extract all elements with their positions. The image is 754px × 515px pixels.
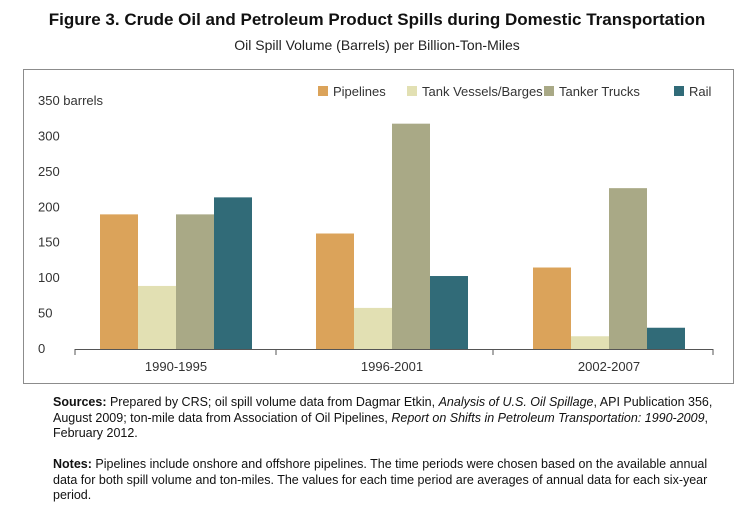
legend-swatch-tanker-trucks: [544, 86, 554, 96]
sources-text-3: , February 2012.: [53, 410, 709, 441]
notes-text: Pipelines include onshore and offshore p…: [53, 457, 708, 502]
y-tick-label: 200: [38, 199, 60, 214]
chart-title: Figure 3. Crude Oil and Petroleum Produc…: [48, 10, 706, 29]
notes-label: Notes:: [53, 457, 92, 471]
legend-swatch-rail: [674, 86, 684, 96]
x-tick-label: 1990-1995: [145, 359, 207, 374]
chart-subtitle: Oil Spill Volume (Barrels) per Billion-T…: [234, 37, 520, 53]
x-tick-label: 1996-2001: [361, 359, 423, 374]
bar-pipelines-2002-2007: [533, 267, 571, 349]
y-tick-label: 0: [38, 341, 45, 356]
bar-chart: 0 50 100 150 200 250 300 350 barrels 1990-1995 19…: [38, 84, 714, 374]
bar-pipelines-1990-1995: [100, 214, 138, 349]
bar-rail-1996-2001: [430, 276, 468, 349]
legend-swatch-pipelines: [318, 86, 328, 96]
sources-text-1: Prepared by CRS; oil spill volume data f…: [106, 395, 439, 409]
y-tick-label: 300: [38, 128, 60, 143]
bar-tank-vessels-barges-2002-2007: [571, 336, 609, 349]
sources-note: Sources: Prepared by CRS; oil spill volu…: [53, 395, 723, 442]
sources-label: Sources:: [53, 395, 107, 409]
sources-ref-2: Report on Shifts in Petroleum Transporta…: [391, 410, 705, 425]
notes-paragraph: Notes: Pipelines include onshore and off…: [53, 457, 723, 504]
legend-label: Tanker Trucks: [559, 84, 640, 99]
legend-label: Rail: [689, 84, 712, 99]
legend-swatch-tank-vessels-barges: [407, 86, 417, 96]
y-tick-label: 150: [38, 235, 60, 250]
legend-label: Pipelines: [333, 84, 386, 99]
sources-text-2: , API Publication 356, August 2009; ton-…: [53, 395, 713, 425]
bar-tank-vessels-barges-1990-1995: [138, 285, 176, 349]
bar-tanker-trucks-1996-2001: [392, 123, 430, 349]
sources-ref-1: Analysis of U.S. Oil Spillage: [438, 395, 594, 409]
legend-label: Tank Vessels/Barges: [422, 84, 543, 99]
y-tick-label: 100: [38, 270, 60, 285]
bar-rail-1990-1995: [214, 197, 252, 349]
y-tick-label: 250: [38, 164, 60, 179]
y-tick-label: 350 barrels: [38, 93, 104, 108]
bar-rail-2002-2007: [647, 327, 685, 349]
bar-tanker-trucks-2002-2007: [609, 188, 647, 349]
bar-tanker-trucks-1990-1995: [176, 214, 214, 349]
bar-pipelines-1996-2001: [316, 233, 354, 349]
chart-frame: [23, 69, 734, 384]
bar-tank-vessels-barges-1996-2001: [354, 307, 392, 349]
x-tick-label: 2002-2007: [578, 359, 640, 374]
y-tick-label: 50: [38, 306, 52, 321]
